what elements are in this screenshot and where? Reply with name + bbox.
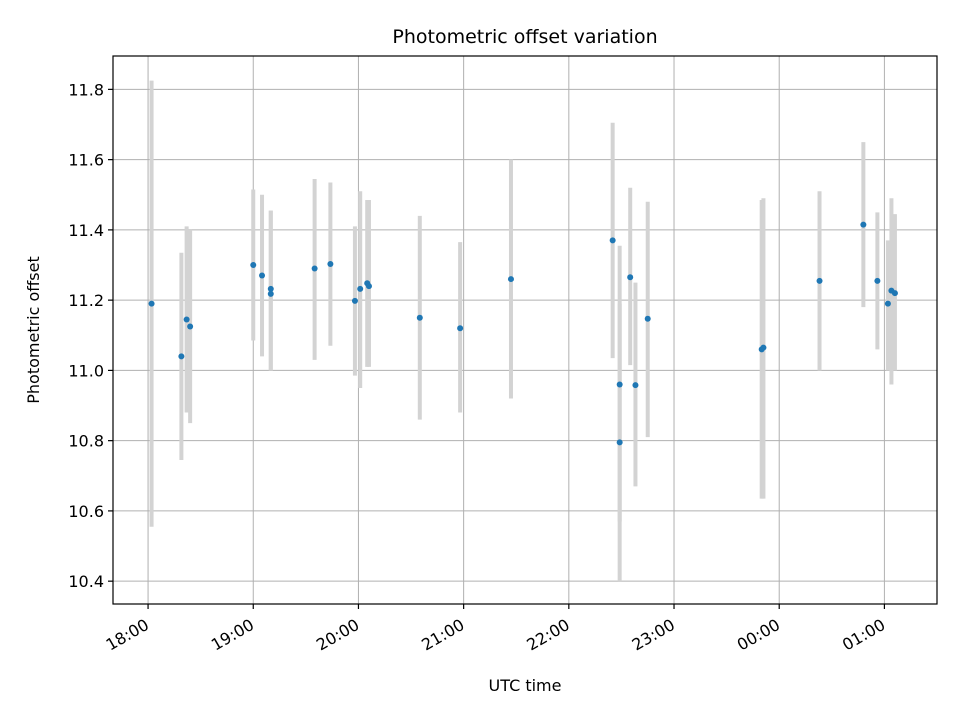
data-point bbox=[507, 276, 514, 283]
data-point bbox=[816, 277, 823, 284]
data-point bbox=[644, 315, 651, 322]
data-point bbox=[259, 272, 266, 279]
data-point bbox=[267, 290, 274, 297]
data-point bbox=[616, 439, 623, 446]
y-tick-label: 11.0 bbox=[68, 361, 104, 380]
data-point bbox=[416, 314, 423, 321]
data-point bbox=[187, 323, 194, 330]
data-point bbox=[178, 353, 185, 360]
data-point bbox=[609, 237, 616, 244]
y-tick-label: 10.8 bbox=[68, 432, 104, 451]
y-tick-label: 11.8 bbox=[68, 80, 104, 99]
y-tick-label: 10.4 bbox=[68, 572, 104, 591]
y-tick-label: 10.6 bbox=[68, 502, 104, 521]
data-point bbox=[891, 290, 898, 297]
plot-frame bbox=[112, 55, 938, 605]
data-point bbox=[365, 283, 372, 290]
data-point bbox=[183, 316, 190, 323]
chart-title: Photometric offset variation bbox=[392, 26, 657, 48]
data-point bbox=[457, 325, 464, 332]
y-axis: 10.4 10.6 10.8 11.0 11.2 11.4 11.6 11.8 bbox=[68, 80, 113, 591]
data-point bbox=[632, 382, 639, 389]
data-point bbox=[357, 285, 364, 292]
y-tick-label: 11.4 bbox=[68, 221, 104, 240]
data-point bbox=[627, 274, 634, 281]
data-point bbox=[874, 277, 881, 284]
data-points bbox=[148, 221, 898, 446]
data-point bbox=[616, 381, 623, 388]
data-point bbox=[148, 300, 155, 307]
data-point bbox=[250, 262, 257, 269]
data-point bbox=[760, 344, 767, 351]
data-point bbox=[327, 260, 334, 267]
data-point bbox=[351, 297, 358, 304]
y-axis-title: Photometric offset bbox=[24, 256, 43, 404]
data-point bbox=[311, 265, 318, 272]
data-point bbox=[884, 300, 891, 307]
data-point bbox=[267, 285, 274, 292]
grid bbox=[113, 56, 937, 604]
y-tick-label: 11.2 bbox=[68, 291, 104, 310]
data-point bbox=[860, 221, 867, 228]
y-tick-label: 11.6 bbox=[68, 151, 104, 170]
x-axis-title: UTC time bbox=[489, 676, 562, 695]
